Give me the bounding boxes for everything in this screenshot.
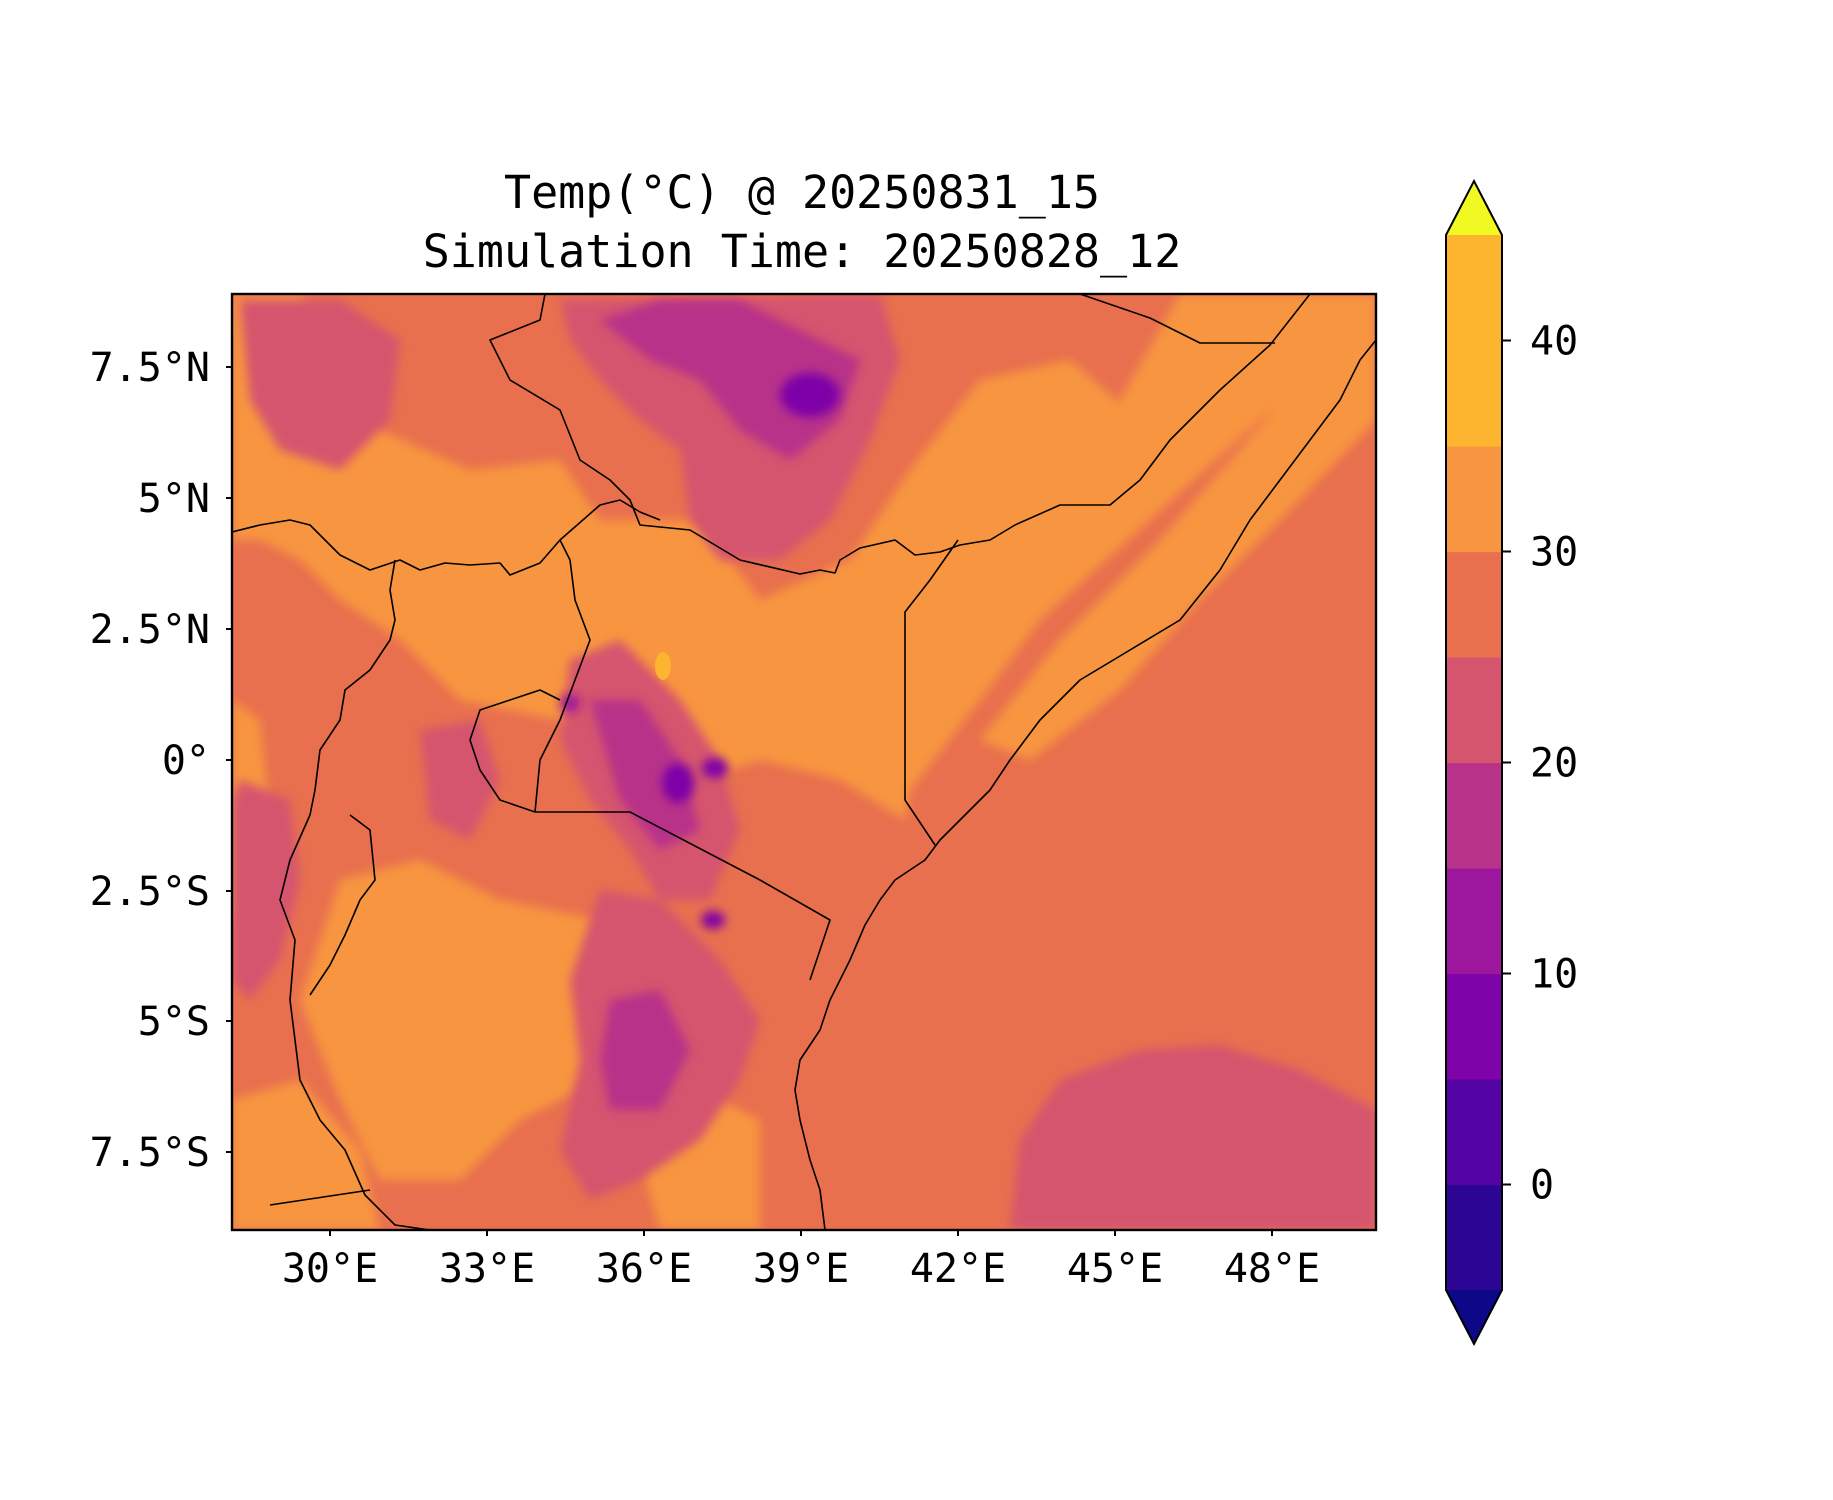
cold-tanzania-core — [600, 990, 690, 1110]
y-tick-label: 0° — [162, 738, 210, 784]
colorbar-extend-max — [1446, 181, 1502, 235]
x-tick-label: 48°E — [1224, 1246, 1320, 1292]
warm-band-sudan-ethiopia — [232, 294, 1376, 820]
y-tick-label: 2.5°N — [90, 607, 210, 653]
x-tick-label: 36°E — [596, 1246, 692, 1292]
colorbar-tick-label: 30 — [1530, 530, 1578, 576]
colorbar: 0 10 20 30 40 — [1445, 178, 1578, 1347]
cold-spot-kenya-1 — [662, 763, 694, 803]
colorbar-tick-label: 20 — [1530, 741, 1578, 787]
cold-spot-kenya-2 — [702, 758, 728, 778]
border-uganda-kenya — [534, 539, 591, 813]
cold-kenya-core — [590, 700, 700, 850]
colorbar-tick-label: 10 — [1530, 952, 1578, 998]
y-tick-label: 5°S — [138, 999, 210, 1045]
y-tick-label: 7.5°S — [90, 1130, 210, 1176]
border-kenya-tanzania — [535, 811, 831, 981]
temperature-field — [232, 294, 1376, 1230]
colorbar-segment — [1446, 1079, 1502, 1186]
colorbar-tick-label: 0 — [1530, 1163, 1554, 1209]
border-uganda-drc — [309, 559, 396, 816]
colorbar-segment — [1446, 868, 1502, 975]
y-tick-label: 5°N — [138, 476, 210, 522]
cool-indian-ocean-south — [1010, 1045, 1376, 1230]
cool-south-sudan-west — [240, 300, 400, 470]
warm-somalia-coast — [980, 340, 1376, 760]
colorbar-extend-min — [1446, 1290, 1502, 1344]
cool-rift-west — [232, 780, 300, 1000]
cold-spot-elgon — [560, 694, 580, 712]
colorbar-outline — [1445, 178, 1503, 1347]
warm-south-west — [232, 1080, 380, 1230]
lake-victoria — [469, 689, 561, 813]
border-zambia-tanzania — [269, 1189, 371, 1206]
title-line-2: Simulation Time: 20250828_12 — [423, 225, 1182, 278]
colorbar-segment — [1446, 1184, 1502, 1291]
coast-somalia — [794, 339, 1376, 1230]
cold-spot-ethiopia — [780, 373, 840, 417]
x-tick-marks — [329, 1230, 1273, 1236]
colorbar-segment — [1446, 551, 1502, 658]
colorbar-segment — [1446, 762, 1502, 869]
border-sudan-south-sudan — [232, 499, 661, 576]
warm-patch-northeast — [1120, 294, 1376, 450]
hot-spot-turkana — [655, 652, 671, 680]
border-rwanda-burundi — [309, 814, 376, 996]
cold-spot-kilimanjaro — [701, 911, 725, 929]
colorbar-segments — [1446, 181, 1502, 1344]
cool-lake-victoria-west — [420, 720, 500, 840]
border-kenya-somalia — [904, 539, 959, 846]
border-ethiopia-eritrea — [1079, 294, 1275, 344]
map-frame — [230, 292, 1378, 1232]
x-tick-label: 45°E — [1067, 1246, 1163, 1292]
x-axis: 30°E 33°E 36°E 39°E 42°E 45°E 48°E — [282, 1230, 1320, 1292]
colorbar-segment — [1446, 340, 1502, 447]
colorbar-segment — [1446, 657, 1502, 764]
warm-tanzania-south — [300, 860, 640, 1180]
colorbar-segment — [1446, 446, 1502, 553]
x-tick-label: 39°E — [753, 1246, 849, 1292]
colorbar-ticks: 0 10 20 30 40 — [1502, 319, 1578, 1209]
y-tick-label: 2.5°S — [90, 869, 210, 915]
border-south-sudan-ethiopia — [489, 294, 1311, 575]
colorbar-segment — [1446, 973, 1502, 1080]
title-line-1: Temp(°C) @ 20250831_15 — [504, 166, 1100, 219]
y-tick-marks — [226, 366, 232, 1153]
y-tick-label: 7.5°N — [90, 345, 210, 391]
x-tick-label: 42°E — [910, 1246, 1006, 1292]
cold-ethiopia-core — [600, 300, 860, 460]
y-axis: 7.5°N 5°N 2.5°N 0° 2.5°S 5°S 7.5°S — [90, 345, 232, 1176]
colorbar-segment — [1446, 235, 1502, 342]
colorbar-tick-label: 40 — [1530, 319, 1578, 365]
x-tick-label: 33°E — [439, 1246, 535, 1292]
map-outlines — [232, 294, 1376, 1230]
x-tick-label: 30°E — [282, 1246, 378, 1292]
border-drc-tanzania — [279, 814, 431, 1230]
